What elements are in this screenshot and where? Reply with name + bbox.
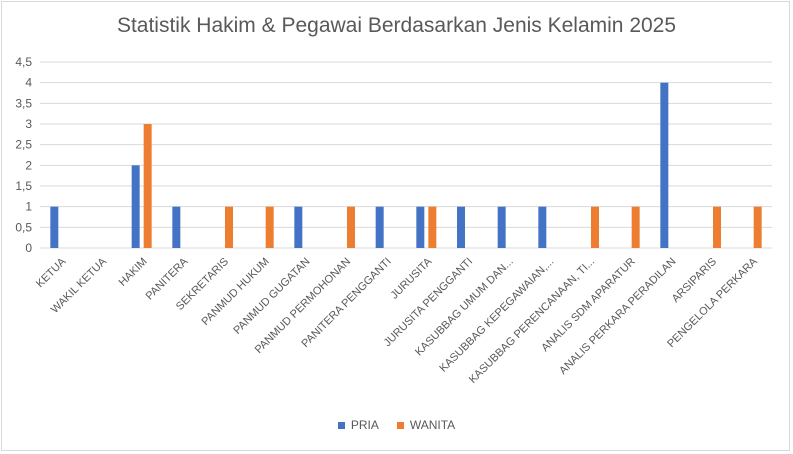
bar-wanita (713, 206, 721, 248)
bar-pria (660, 82, 669, 249)
bar-pria (457, 206, 465, 248)
bar-wanita (265, 206, 274, 248)
x-tick-label: PANMUD HUKUM (199, 256, 271, 328)
bar-pria (294, 206, 303, 248)
bar-wanita (753, 206, 762, 248)
legend-label-pria: PRIA (350, 418, 379, 432)
bar-wanita (143, 124, 152, 248)
chart-title: Statistik Hakim & Pegawai Berdasarkan Je… (116, 14, 677, 37)
y-tick-label: 3,5 (15, 96, 32, 110)
bar-pria (172, 206, 181, 248)
y-tick-label: 0 (25, 241, 32, 255)
legend-label-wanita: WANITA (409, 418, 456, 432)
y-tick-label: 0,5 (15, 220, 32, 234)
legend-swatch-wanita (396, 421, 404, 429)
bar-wanita (225, 206, 233, 248)
y-tick-label: 2,5 (15, 138, 32, 152)
y-tick-label: 1 (25, 200, 32, 214)
y-tick-label: 3 (25, 117, 32, 131)
y-tick-label: 1,5 (15, 179, 32, 193)
bar-wanita (591, 206, 599, 248)
chart-legend: PRIA WANITA (0, 418, 793, 432)
bar-wanita (631, 206, 640, 248)
bar-pria (375, 206, 384, 248)
bar-pria (497, 206, 506, 248)
bar-wanita (428, 206, 437, 248)
y-tick-label: 4 (25, 76, 32, 90)
legend-swatch-pria (337, 421, 345, 429)
y-tick-label: 4,5 (15, 55, 32, 69)
x-tick-label: PANMUD GUGATAN (231, 256, 312, 337)
bar-pria (416, 206, 425, 248)
x-tick-label: HAKIM (117, 256, 150, 289)
bar-pria (50, 206, 59, 248)
legend-item-pria: PRIA (337, 418, 379, 432)
x-tick-label: KETUA (34, 255, 69, 290)
bar-pria (131, 165, 140, 248)
y-tick-label: 2 (25, 158, 32, 172)
legend-item-wanita: WANITA (396, 418, 456, 432)
bar-pria (538, 206, 547, 248)
bar-wanita (347, 206, 355, 248)
